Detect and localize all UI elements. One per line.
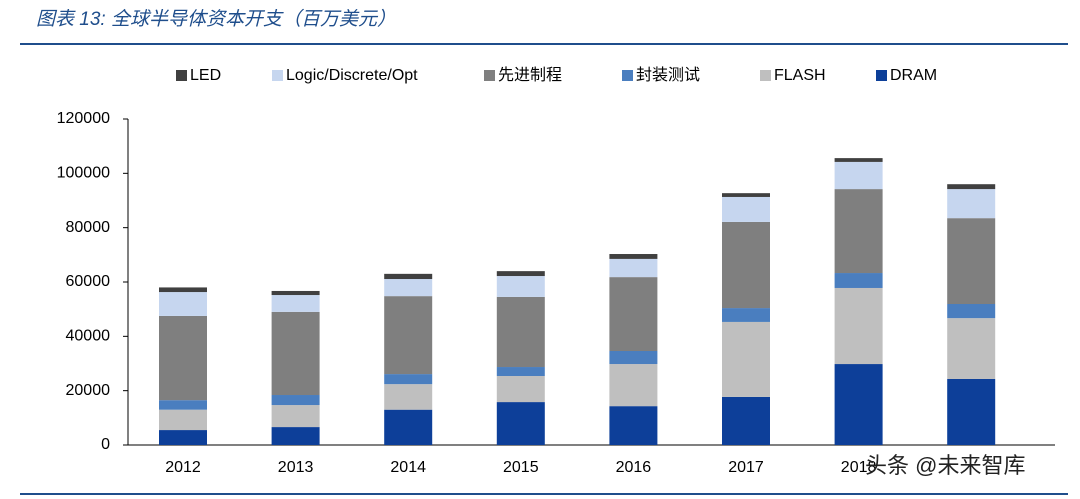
x-tick-label: 2013 [278,459,314,476]
x-tick-label: 2017 [728,459,764,476]
bar-segment [384,374,433,385]
legend-swatch [484,70,495,81]
bar-segment [947,184,996,190]
bar-segment [159,292,207,316]
y-tick-label: 100000 [57,165,110,182]
y-tick-label: 80000 [66,219,111,236]
bar-segment [834,158,883,162]
bar-segment [722,196,770,222]
legend-label: LED [190,67,221,84]
bar-segment [722,321,770,397]
legend-label: 封装测试 [636,66,700,84]
bar-segment [159,287,207,293]
bar-segment [384,296,433,375]
bar-segment [271,311,320,396]
bar-segment [834,364,883,445]
x-tick-label: 2012 [165,459,201,476]
y-tick-label: 40000 [66,328,111,345]
bar-segment [496,367,545,376]
bar-segment [722,396,770,445]
legend-swatch [760,70,771,81]
y-tick-label: 0 [101,436,110,453]
bar-segment [947,189,996,219]
bar-segment [271,405,320,428]
bar-segment [609,254,658,259]
bar-segment [609,277,658,352]
legend-label: FLASH [774,67,826,84]
watermark: 头条 @未来智库 [865,453,1025,478]
bar-segment [947,318,996,379]
legend-label: Logic/Discrete/Opt [286,67,418,84]
y-tick-label: 60000 [66,273,111,290]
y-tick-label: 20000 [66,382,111,399]
bar-segment [159,315,207,401]
y-tick-label: 120000 [57,110,110,127]
bar-segment [384,384,433,410]
x-tick-label: 2016 [616,459,652,476]
legend-label: 先进制程 [498,66,562,84]
chart-title: 图表 13: 全球半导体资本开支（百万美元） [36,8,396,30]
legend-swatch [622,70,633,81]
bar-segment [271,295,320,312]
bar-segment [271,427,320,445]
x-tick-label: 2015 [503,459,539,476]
bar-segment [609,406,658,445]
legend-swatch [876,70,887,81]
bar-segment [496,271,545,277]
x-tick-label: 2014 [390,459,426,476]
bar-segment [609,351,658,365]
bar-segment [947,378,996,445]
bar-segment [834,273,883,288]
bar-segment [834,287,883,365]
bar-segment [496,375,545,403]
legend-swatch [176,70,187,81]
bar-segment [496,276,545,297]
bar-segment [834,161,883,190]
legend-label: DRAM [890,67,937,84]
bar-segment [609,364,658,407]
bar-segment [159,400,207,410]
bar-segment [496,402,545,445]
bar-segment [271,290,320,296]
legend-swatch [272,70,283,81]
bar-segment [384,409,433,445]
bar-segment [947,218,996,305]
bar-segment [722,193,770,197]
bar-segment [722,221,770,309]
bar-segment [496,296,545,368]
bar-segment [159,409,207,431]
bar-segment [722,308,770,322]
bar-segment [384,273,433,280]
bar-segment [384,279,433,297]
bar-segment [947,304,996,319]
bar-segment [159,430,207,445]
bar-segment [609,258,658,278]
x-tick-label: 2018 [841,459,877,476]
bar-segment [271,395,320,406]
bar-segment [834,189,883,274]
